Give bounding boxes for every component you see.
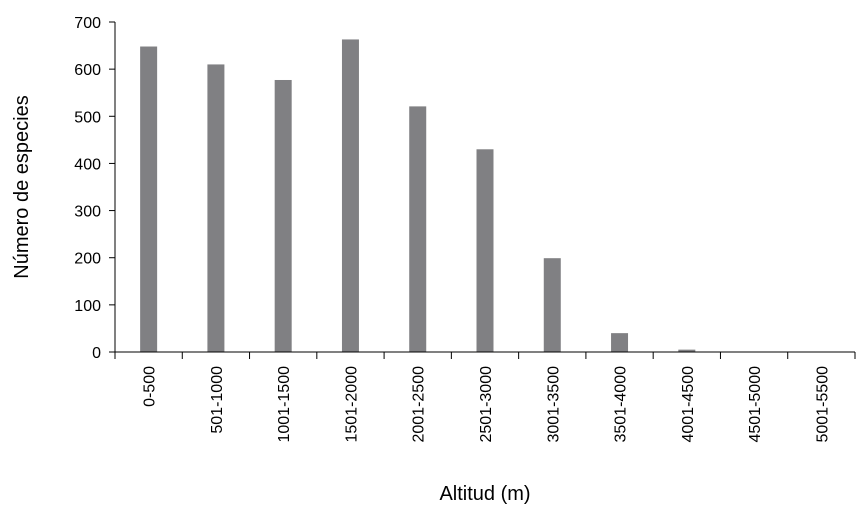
bar-3501-4000 — [611, 333, 629, 352]
bar-1501-2000 — [341, 39, 359, 352]
bar-1001-1500 — [274, 79, 292, 352]
bar-2501-3000 — [476, 149, 494, 352]
y-tick-label: 100 — [74, 298, 101, 315]
x-category-label: 3501-4000 — [613, 366, 630, 443]
x-category-label: 0-500 — [142, 366, 159, 407]
y-tick-label: 200 — [74, 251, 101, 268]
y-tick-label: 600 — [74, 62, 101, 79]
y-tick-label: 500 — [74, 109, 101, 126]
bars — [140, 39, 696, 353]
bar-0-500 — [140, 46, 158, 353]
y-tick-label: 400 — [74, 156, 101, 173]
bar-4001-4500 — [678, 349, 696, 352]
x-category-label: 4001-4500 — [680, 366, 697, 443]
x-category-label: 2001-2500 — [411, 366, 428, 443]
x-category-label: 5001-5500 — [814, 366, 831, 443]
bar-501-1000 — [207, 64, 225, 352]
y-axis-ticks: 0 100 200 300 400 500 600 700 — [74, 15, 115, 362]
x-category-label: 501-1000 — [209, 366, 226, 434]
x-axis-title: Altitud (m) — [439, 483, 530, 505]
y-axis-title: Número de especies — [11, 95, 33, 278]
bar-3001-3500 — [543, 258, 561, 352]
y-tick-label: 700 — [74, 15, 101, 32]
x-category-label: 1501-2000 — [343, 366, 360, 443]
x-category-label: 3001-3500 — [545, 366, 562, 443]
x-category-label: 4501-5000 — [747, 366, 764, 443]
x-category-label: 2501-3000 — [478, 366, 495, 443]
bar-2001-2500 — [409, 106, 427, 352]
x-category-label: 1001-1500 — [276, 366, 293, 443]
x-axis-ticks: 0-500 501-1000 1001-1500 1501-2000 2001-2500… — [114, 352, 856, 443]
y-tick-label: 300 — [74, 204, 101, 221]
y-tick-label: 0 — [92, 345, 101, 362]
